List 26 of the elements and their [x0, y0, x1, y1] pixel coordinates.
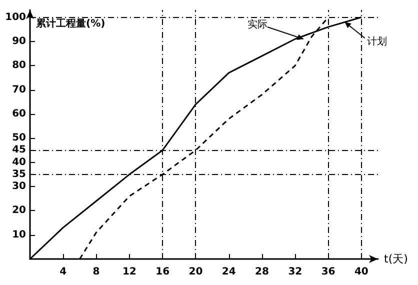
x-tick-label: 12 — [122, 266, 136, 278]
y-tick-label: 90 — [12, 36, 26, 47]
x-tick-label: 24 — [222, 266, 236, 278]
x-tick-label: 8 — [92, 266, 100, 278]
y-tick-label: 70 — [12, 84, 26, 96]
y-tick-label: 100 — [5, 12, 26, 23]
annotation: 计划 — [366, 36, 387, 48]
y-axis-title: 累计工程量(%) — [35, 18, 106, 30]
y-tick-label: 30 — [12, 180, 26, 192]
x-tick-label: 36 — [321, 266, 336, 278]
y-tick-label: 60 — [12, 108, 26, 120]
x-tick-label: 4 — [60, 266, 67, 278]
y-tick-label: 45 — [12, 144, 26, 156]
annotation: 实际 — [247, 18, 268, 31]
x-tick-label: 32 — [288, 266, 302, 278]
y-tick-label: 20 — [12, 205, 26, 216]
x-tick-label: 28 — [255, 266, 269, 278]
y-tick-label: 10 — [12, 229, 26, 240]
x-tick-label: 40 — [354, 266, 368, 278]
y-tick-label: 50 — [12, 132, 26, 144]
y-tick-label: 80 — [12, 60, 26, 72]
x-tick-label: 20 — [188, 266, 203, 278]
y-tick-label: 40 — [12, 156, 26, 168]
y-tick-label: 35 — [12, 168, 26, 180]
x-tick-label: 16 — [156, 266, 170, 278]
x-axis-title: t(天) — [384, 252, 408, 266]
